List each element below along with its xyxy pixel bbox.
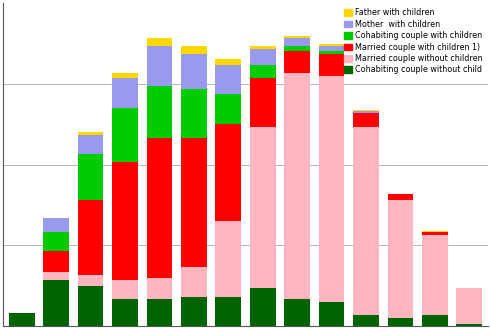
- Bar: [181, 138, 207, 267]
- Bar: [78, 154, 104, 200]
- Bar: [43, 232, 69, 251]
- Bar: [387, 193, 413, 194]
- Bar: [9, 313, 35, 326]
- Bar: [353, 113, 379, 127]
- Bar: [353, 127, 379, 316]
- Bar: [353, 316, 379, 326]
- Bar: [78, 132, 104, 135]
- Bar: [112, 73, 138, 78]
- Bar: [216, 221, 241, 296]
- Bar: [422, 231, 448, 232]
- Bar: [284, 38, 310, 46]
- Bar: [387, 200, 413, 318]
- Bar: [112, 78, 138, 108]
- Bar: [181, 46, 207, 54]
- Bar: [456, 323, 482, 326]
- Bar: [422, 235, 448, 316]
- Bar: [319, 302, 345, 326]
- Bar: [112, 108, 138, 162]
- Bar: [78, 286, 104, 326]
- Bar: [216, 65, 241, 94]
- Bar: [43, 218, 69, 232]
- Bar: [216, 296, 241, 326]
- Bar: [181, 296, 207, 326]
- Bar: [250, 289, 275, 326]
- Bar: [146, 299, 172, 326]
- Bar: [146, 46, 172, 86]
- Bar: [250, 127, 275, 289]
- Bar: [181, 267, 207, 296]
- Bar: [422, 316, 448, 326]
- Bar: [319, 54, 345, 76]
- Bar: [216, 94, 241, 124]
- Bar: [319, 51, 345, 54]
- Bar: [284, 73, 310, 299]
- Bar: [284, 46, 310, 51]
- Bar: [112, 280, 138, 299]
- Bar: [146, 38, 172, 46]
- Bar: [319, 46, 345, 51]
- Bar: [456, 289, 482, 323]
- Bar: [250, 65, 275, 78]
- Bar: [112, 162, 138, 280]
- Bar: [43, 280, 69, 326]
- Bar: [43, 272, 69, 280]
- Bar: [319, 76, 345, 302]
- Bar: [319, 44, 345, 46]
- Bar: [422, 232, 448, 235]
- Bar: [146, 278, 172, 299]
- Bar: [216, 124, 241, 221]
- Bar: [146, 86, 172, 138]
- Bar: [284, 36, 310, 38]
- Bar: [43, 251, 69, 272]
- Bar: [387, 318, 413, 326]
- Bar: [181, 89, 207, 138]
- Bar: [353, 111, 379, 113]
- Bar: [112, 299, 138, 326]
- Bar: [284, 299, 310, 326]
- Bar: [250, 78, 275, 127]
- Bar: [78, 135, 104, 154]
- Bar: [250, 49, 275, 65]
- Bar: [216, 59, 241, 65]
- Bar: [78, 200, 104, 275]
- Bar: [387, 194, 413, 200]
- Legend: Father with children, Mother  with children, Cohabiting couple with children, Ma: Father with children, Mother with childr…: [342, 7, 484, 76]
- Bar: [353, 110, 379, 111]
- Bar: [146, 138, 172, 278]
- Bar: [250, 46, 275, 49]
- Bar: [181, 54, 207, 89]
- Bar: [78, 275, 104, 286]
- Bar: [284, 51, 310, 73]
